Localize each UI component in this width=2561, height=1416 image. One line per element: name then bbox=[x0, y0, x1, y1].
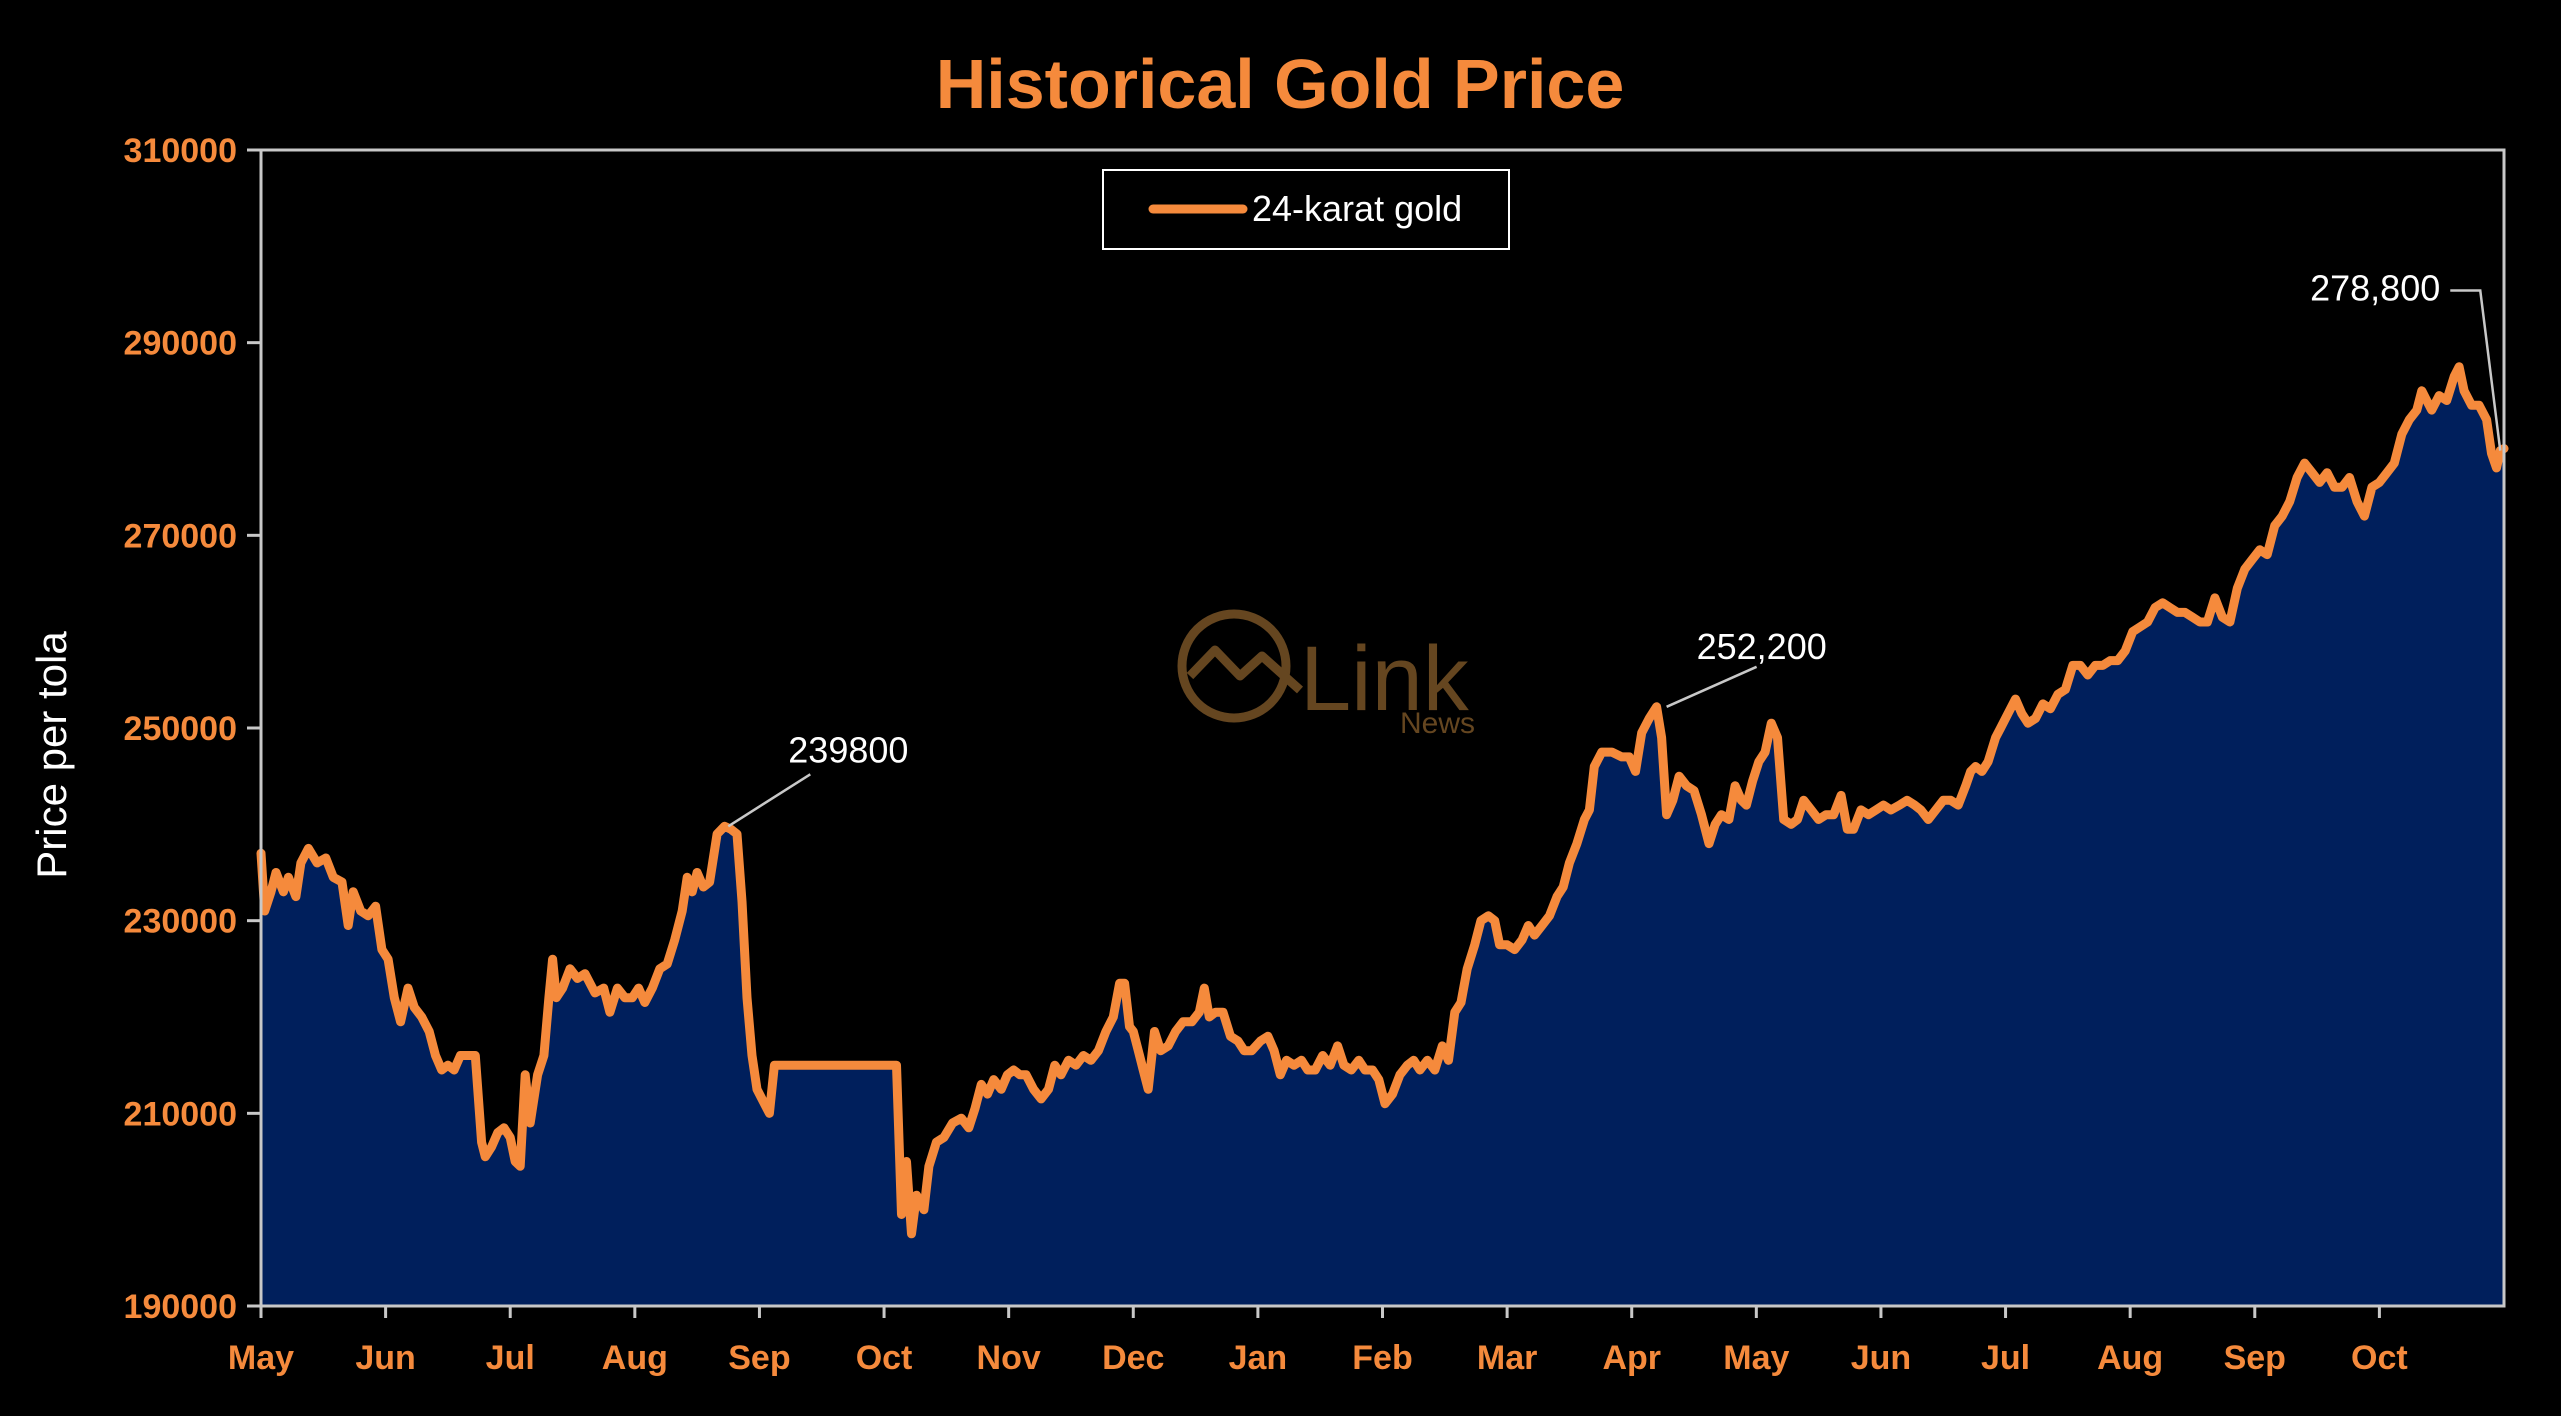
x-tick-label: Jun bbox=[1851, 1339, 1911, 1377]
y-tick-label: 230000 bbox=[124, 903, 237, 941]
y-tick-label: 190000 bbox=[124, 1288, 237, 1326]
watermark-chart-icon bbox=[1186, 645, 1304, 694]
x-tick-label: Oct bbox=[2351, 1339, 2408, 1377]
annotation-label: 278,800 bbox=[2310, 268, 2440, 309]
annotation-label: 239800 bbox=[788, 729, 908, 770]
x-tick-label: Sep bbox=[2224, 1339, 2286, 1377]
x-tick-label: Apr bbox=[1602, 1339, 1661, 1377]
watermark-sub: News bbox=[1400, 707, 1475, 740]
watermark-brand: Link bbox=[1300, 628, 1470, 730]
x-tick-label: Jul bbox=[486, 1339, 535, 1377]
x-tick-label: Jan bbox=[1229, 1339, 1288, 1377]
annotation-leader-line bbox=[2450, 289, 2502, 451]
y-axis-label: Price per tola bbox=[28, 631, 75, 879]
y-tick-label: 210000 bbox=[124, 1095, 237, 1133]
area-fill bbox=[261, 366, 2504, 1306]
watermark-circle-icon bbox=[1177, 609, 1291, 723]
x-tick-label: Nov bbox=[977, 1339, 1041, 1377]
x-tick-label: Oct bbox=[856, 1339, 913, 1377]
y-axis: 310000 290000 270000 250000 230000 210000 1900… bbox=[124, 132, 261, 1326]
x-tick-label: Jun bbox=[355, 1339, 415, 1377]
y-tick-label: 270000 bbox=[124, 517, 237, 555]
annotation-leader-line bbox=[727, 773, 811, 828]
x-tick-label: Jul bbox=[1981, 1339, 2030, 1377]
x-tick-label: Aug bbox=[602, 1339, 668, 1377]
x-tick-label: May bbox=[1723, 1339, 1789, 1377]
y-tick-label: 290000 bbox=[124, 325, 237, 363]
series-line-24-karat-gold bbox=[256, 362, 2509, 1239]
annotations: 239800 252,200 278,800 bbox=[727, 268, 2502, 828]
chart-title: Historical Gold Price bbox=[936, 45, 1625, 123]
legend-label: 24-karat gold bbox=[1252, 188, 1462, 229]
x-tick-label: Aug bbox=[2097, 1339, 2163, 1377]
x-tick-label: Dec bbox=[1102, 1339, 1164, 1377]
x-tick-label: Feb bbox=[1352, 1339, 1412, 1377]
x-tick-label: Sep bbox=[728, 1339, 790, 1377]
x-tick-label: May bbox=[228, 1339, 294, 1377]
legend: 24-karat gold bbox=[1102, 169, 1510, 250]
annotation-leader-line bbox=[1666, 665, 1758, 708]
annotation-label: 252,200 bbox=[1697, 626, 1827, 667]
y-tick-label: 310000 bbox=[124, 132, 237, 170]
x-tick-label: Mar bbox=[1477, 1339, 1537, 1377]
x-axis: May Jun Jul Aug Sep Oct Nov Dec Jan Feb Mar Apr May J… bbox=[228, 1306, 2408, 1377]
watermark-logo: Link News bbox=[1177, 609, 1475, 740]
y-tick-label: 250000 bbox=[124, 710, 237, 748]
